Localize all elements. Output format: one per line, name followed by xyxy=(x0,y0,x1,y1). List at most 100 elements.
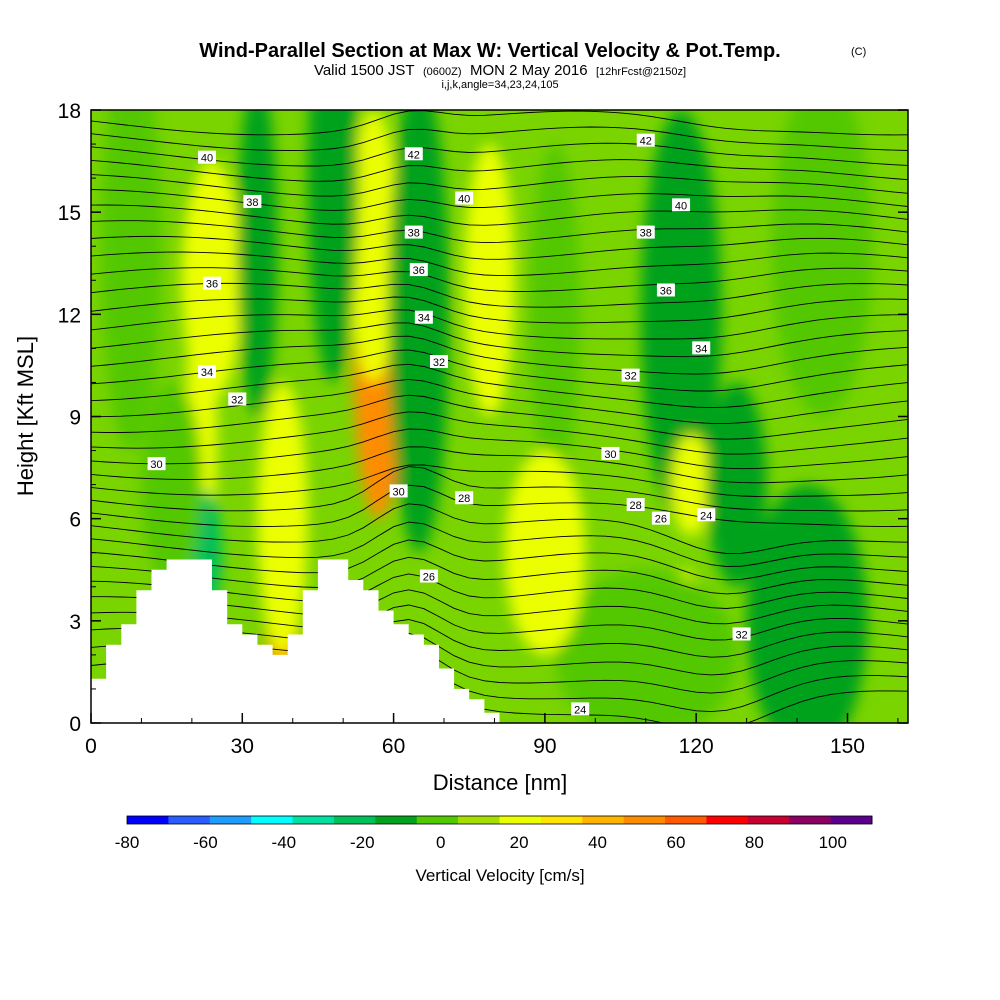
contour-label: 24 xyxy=(571,702,590,716)
contour-label-text: 30 xyxy=(604,449,616,461)
contour-label-bg xyxy=(197,365,216,379)
contour-label-text: 26 xyxy=(655,514,667,526)
colorbar-swatch xyxy=(582,816,625,824)
contour-label: 26 xyxy=(419,569,438,584)
isentrope-29 xyxy=(91,235,908,260)
contour-label-bg xyxy=(228,392,247,406)
contour-label-bg xyxy=(636,133,655,147)
colorbar-swatch xyxy=(706,816,749,824)
chart-title: Wind-Parallel Section at Max W: Vertical… xyxy=(199,40,780,62)
contour-label: 40 xyxy=(672,198,691,212)
contour-label-text: 32 xyxy=(433,357,445,369)
isentrope-32 xyxy=(91,189,908,211)
section-indices: i,j,k,angle=34,23,24,105 xyxy=(441,79,558,91)
colorbar-swatch xyxy=(499,816,542,824)
contour-label-text: 40 xyxy=(675,200,687,212)
isentrope-19 xyxy=(91,378,908,425)
contour-label: 28 xyxy=(455,491,474,505)
contour-label-text: 24 xyxy=(700,510,712,522)
colorbar-frame xyxy=(126,815,873,825)
contour-label-text: 42 xyxy=(640,136,652,148)
colorbar-tick-label: 0 xyxy=(436,833,445,852)
contour-label-text: 28 xyxy=(458,493,470,505)
contour-label-bg xyxy=(455,191,474,205)
contour-label-bg xyxy=(389,484,408,498)
w-cell-6 xyxy=(141,382,202,587)
plot-area: 40 38 36 34 32 30 42 40 38 36 34 32 30 28 26 42 40 38 36 34… xyxy=(91,110,908,723)
isentrope-30 xyxy=(91,220,908,244)
theta-contours xyxy=(91,110,908,723)
isentrope-9 xyxy=(91,539,908,581)
isentrope-10 xyxy=(91,521,908,567)
colorbar-swatch xyxy=(168,816,211,824)
contour-label: 28 xyxy=(626,498,645,512)
isentrope-27 xyxy=(91,267,908,292)
x-axis: 0 30 60 90 120 150 xyxy=(85,713,899,758)
isentrope-20 xyxy=(91,363,908,409)
isentrope-23 xyxy=(91,322,908,358)
contour-label: 32 xyxy=(228,392,247,406)
contour-label: 30 xyxy=(389,484,408,498)
colorbar-label: Vertical Velocity [cm/s] xyxy=(415,866,584,885)
w-cell-25 xyxy=(706,382,767,587)
w-cell-21 xyxy=(555,569,737,723)
contour-label: 26 xyxy=(651,511,670,526)
contour-labels: 40 38 36 34 32 30 42 40 38 36 34 32 30 28 26 42 40 38 36 34… xyxy=(147,133,751,716)
contour-label: 30 xyxy=(601,446,620,461)
colorbar-swatch xyxy=(416,816,459,824)
contour-label: 34 xyxy=(692,341,711,355)
contour-label-bg xyxy=(601,446,620,460)
w-cell-22 xyxy=(307,110,359,383)
x-tick-label: 90 xyxy=(533,735,556,758)
contour-label: 36 xyxy=(203,276,222,291)
colorbar-swatch xyxy=(830,816,873,824)
contour-label-bg xyxy=(455,491,474,505)
w-cell-4 xyxy=(237,110,278,417)
y-tick-label: 12 xyxy=(58,304,81,327)
isentrope-22 xyxy=(91,335,908,375)
x-tick-label: 150 xyxy=(830,735,865,758)
contour-label-text: 36 xyxy=(660,285,672,297)
isentrope-37 xyxy=(91,110,908,136)
isentrope-8 xyxy=(91,556,908,595)
colorbar-swatch xyxy=(333,816,376,824)
contour-label: 42 xyxy=(636,133,655,148)
contour-label-bg xyxy=(621,368,640,382)
valid-date: MON 2 May 2016 xyxy=(470,62,588,79)
colorbar-tick-label: 20 xyxy=(510,833,529,852)
contour-label-text: 28 xyxy=(630,500,642,512)
contour-label: 32 xyxy=(621,368,640,383)
y-tick-label: 6 xyxy=(69,509,81,532)
contour-label-bg xyxy=(692,341,711,355)
isentrope-35 xyxy=(91,142,908,167)
isentrope-11 xyxy=(91,503,908,554)
isentrope-25 xyxy=(91,296,908,324)
contour-label: 40 xyxy=(197,150,216,165)
colorbar-swatch xyxy=(747,816,790,824)
x-tick-label: 60 xyxy=(382,735,405,758)
contour-label-text: 36 xyxy=(206,279,218,291)
contour-label-text: 24 xyxy=(574,704,586,716)
isentrope-16 xyxy=(91,428,908,470)
colorbar-swatch xyxy=(127,816,169,824)
isentrope-21 xyxy=(91,349,908,392)
contour-label-text: 42 xyxy=(408,149,420,161)
contour-label-text: 38 xyxy=(640,228,652,240)
contour-label-bg xyxy=(429,355,448,369)
terrain xyxy=(91,559,500,723)
colorbar-tick-label: -80 xyxy=(115,833,140,852)
valid-time-line: Valid 1500 JST (0600Z) MON 2 May 2016 [1… xyxy=(314,62,686,79)
x-tick-label: 30 xyxy=(231,735,254,758)
colorbar-tick-label: -60 xyxy=(193,833,218,852)
contour-label-bg xyxy=(409,263,428,277)
colorbar-swatch xyxy=(251,816,294,824)
contour-label-text: 34 xyxy=(201,367,213,379)
contour-label-bg xyxy=(404,225,423,239)
contour-label: 40 xyxy=(455,191,474,206)
w-cell-20 xyxy=(746,484,868,723)
colorbar-tick-label: 60 xyxy=(666,833,685,852)
w-cell-13 xyxy=(388,110,450,553)
contour-label-text: 32 xyxy=(624,371,636,383)
isentrope-33 xyxy=(91,174,908,197)
contour-label: 36 xyxy=(409,263,428,277)
